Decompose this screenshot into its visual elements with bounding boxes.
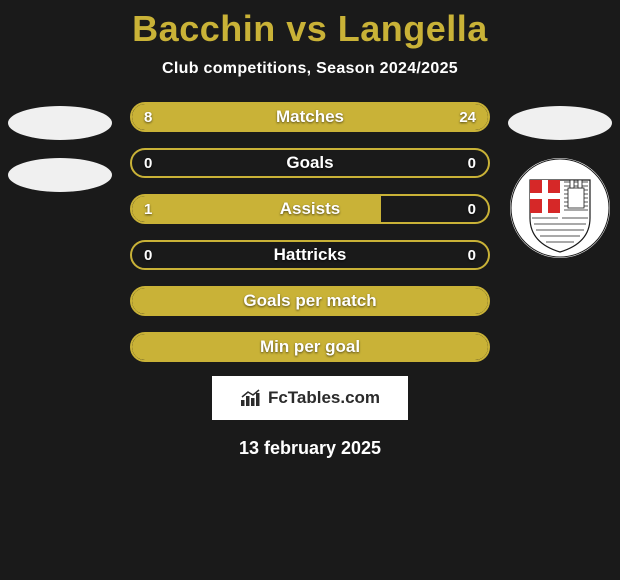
stat-label: Matches: [132, 107, 488, 127]
content-row: 824Matches 00Goals 10Assists 00Hattricks Goa…: [0, 102, 620, 362]
team-oval-placeholder: [508, 106, 612, 140]
stat-label: Assists: [132, 199, 488, 219]
stat-bar-assists: 10Assists: [130, 194, 490, 224]
stat-bar-hattricks: 00Hattricks: [130, 240, 490, 270]
team-oval-placeholder: [8, 158, 112, 192]
team-oval-placeholder: [8, 106, 112, 140]
stat-label: Goals: [132, 153, 488, 173]
stat-bars: 824Matches 00Goals 10Assists 00Hattricks Goa…: [120, 102, 500, 362]
logo-text: FcTables.com: [268, 388, 380, 408]
club-crest: [510, 158, 610, 258]
left-badge-column: [0, 102, 120, 192]
chart-icon: [240, 389, 262, 407]
stat-label: Min per goal: [132, 337, 488, 357]
stat-label: Goals per match: [132, 291, 488, 311]
right-badge-column: [500, 102, 620, 258]
comparison-card: Bacchin vs Langella Club competitions, S…: [0, 0, 620, 580]
stat-bar-min-per-goal: Min per goal: [130, 332, 490, 362]
stat-label: Hattricks: [132, 245, 488, 265]
subtitle: Club competitions, Season 2024/2025: [162, 60, 458, 78]
stat-bar-goals-per-match: Goals per match: [130, 286, 490, 316]
stat-bar-goals: 00Goals: [130, 148, 490, 178]
fctables-logo: FcTables.com: [212, 376, 408, 420]
date-label: 13 february 2025: [239, 438, 381, 459]
stat-bar-matches: 824Matches: [130, 102, 490, 132]
page-title: Bacchin vs Langella: [132, 8, 488, 50]
